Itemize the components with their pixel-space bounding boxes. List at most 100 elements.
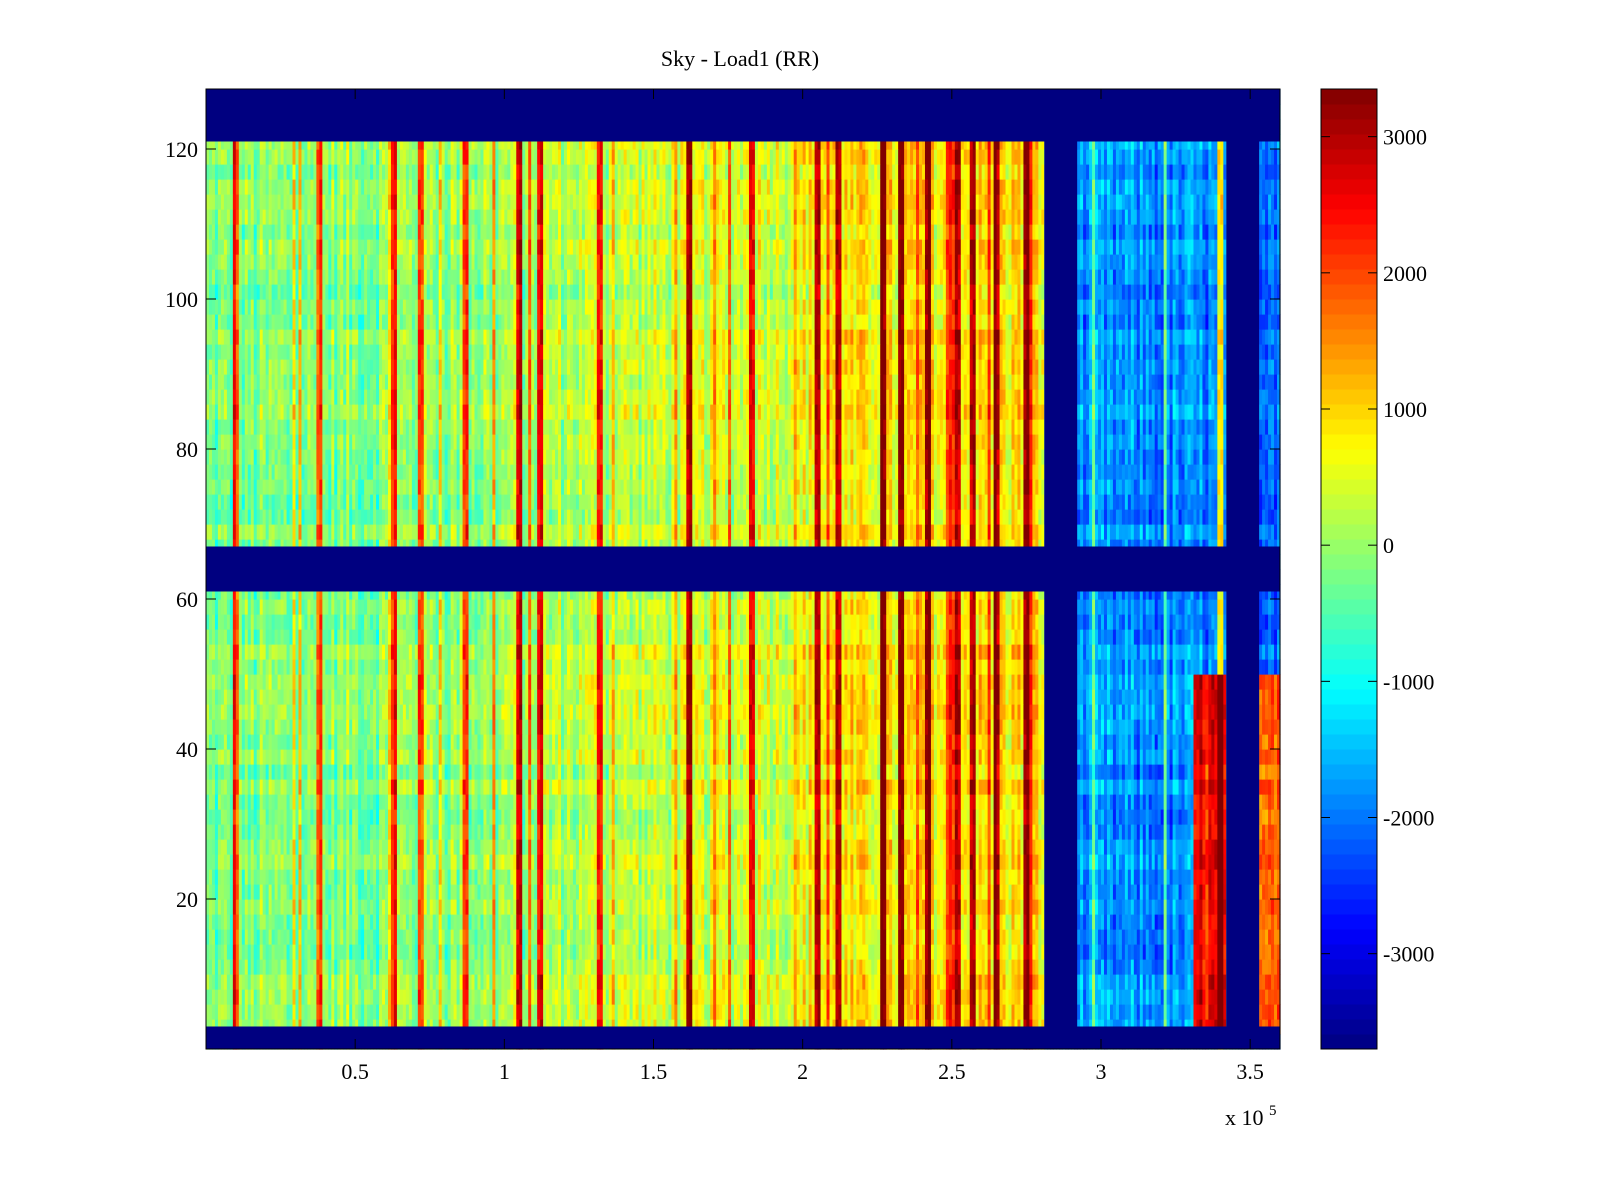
heatmap-cell: [1217, 989, 1221, 1005]
heatmap-cell: [408, 974, 413, 990]
heatmap-cell: [1217, 974, 1221, 990]
heatmap-cell: [1089, 989, 1093, 1005]
heatmap-cell: [584, 1004, 589, 1020]
heatmap-cell: [704, 959, 708, 975]
heatmap-cell: [447, 974, 452, 990]
heatmap-cell: [382, 959, 386, 975]
heatmap-cell: [1139, 959, 1144, 975]
heatmap-cell: [1011, 1004, 1016, 1020]
heatmap-cell: [957, 1004, 962, 1020]
heatmap-cell: [757, 974, 762, 990]
heatmap-cell: [1187, 974, 1192, 990]
heatmap-cell: [832, 989, 837, 1005]
heatmap-cell: [1169, 959, 1174, 975]
heatmap-cell: [916, 1004, 920, 1020]
heatmap-cell: [599, 989, 604, 1005]
heatmap-cell: [271, 1004, 276, 1020]
heatmap-cell: [829, 1004, 834, 1020]
heatmap-cell: [638, 959, 643, 975]
heatmap-cell: [531, 989, 535, 1005]
heatmap-cell: [444, 1004, 449, 1020]
heatmap-cell: [1029, 989, 1033, 1005]
heatmap-cell: [677, 989, 681, 1005]
heatmap-cell: [226, 974, 231, 990]
heatmap-cell: [346, 1004, 350, 1020]
heatmap-cell: [1223, 1004, 1227, 1020]
heatmap-cell: [969, 959, 974, 975]
heatmap-cell: [1259, 989, 1263, 1005]
heatmap-cell: [489, 989, 493, 1005]
heatmap-cell: [540, 1004, 544, 1020]
heatmap-cell: [483, 959, 488, 975]
heatmap-cell: [1133, 974, 1138, 990]
heatmap-cell: [659, 1004, 664, 1020]
heatmap-cell: [444, 974, 449, 990]
heatmap-cell: [704, 1004, 708, 1020]
heatmap-cell: [396, 1004, 401, 1020]
heatmap-cell: [552, 959, 556, 975]
heatmap-cell: [262, 959, 267, 975]
heatmap-cell: [990, 1004, 995, 1020]
heatmap-cell: [220, 959, 225, 975]
heatmap-cell: [301, 974, 306, 990]
heatmap-cell: [510, 974, 514, 990]
heatmap-cell: [549, 974, 553, 990]
heatmap-cell: [775, 974, 780, 990]
heatmap-cell: [1274, 974, 1278, 990]
heatmap-cell: [280, 974, 285, 990]
heatmap-cell: [740, 974, 744, 990]
heatmap-cell: [781, 989, 786, 1005]
heatmap-cell: [817, 989, 822, 1005]
heatmap-cell: [462, 1004, 467, 1020]
heatmap-cell: [396, 959, 401, 975]
heatmap-cell: [987, 989, 992, 1005]
heatmap-cell: [337, 974, 341, 990]
heatmap-cell: [907, 989, 911, 1005]
heatmap-cell: [889, 974, 893, 990]
heatmap-cell: [495, 989, 499, 1005]
heatmap-cell: [1032, 959, 1036, 975]
heatmap-cell: [823, 974, 828, 990]
heatmap-cell: [537, 959, 541, 975]
heatmap-cell: [605, 959, 610, 975]
heatmap-cell: [581, 989, 586, 1005]
heatmap-cell: [519, 974, 523, 990]
heatmap-cell: [555, 974, 559, 990]
heatmap-cell: [710, 959, 714, 975]
heatmap-cell: [1023, 1004, 1028, 1020]
heatmap-cell: [698, 974, 702, 990]
heatmap-cell: [1163, 959, 1168, 975]
heatmap-cell: [760, 1004, 765, 1020]
heatmap-cell: [1086, 974, 1090, 990]
heatmap-cell: [1169, 974, 1174, 990]
heatmap-cell: [298, 974, 303, 990]
heatmap-cell: [1214, 1004, 1218, 1020]
heatmap-cell: [569, 959, 574, 975]
heatmap-cell: [927, 989, 932, 1005]
heatmap-cell: [969, 1004, 974, 1020]
heatmap-cell: [385, 1004, 389, 1020]
heatmap-cell: [838, 1004, 843, 1020]
heatmap-cell: [483, 974, 488, 990]
heatmap-cell: [584, 974, 589, 990]
heatmap-cell: [701, 959, 705, 975]
heatmap-cell: [820, 989, 825, 1005]
heatmap-cell: [370, 1004, 374, 1020]
heatmap-cell: [874, 974, 878, 990]
heatmap-cell: [919, 974, 923, 990]
heatmap-cell: [1035, 1004, 1039, 1020]
heatmap-cell: [361, 959, 365, 975]
heatmap-cell: [1199, 959, 1204, 975]
heatmap-cell: [399, 959, 404, 975]
heatmap-cell: [769, 989, 774, 1005]
heatmap-cell: [495, 974, 499, 990]
heatmap-cell: [295, 959, 300, 975]
heatmap-cell: [942, 989, 947, 1005]
heatmap-cell: [754, 989, 759, 1005]
heatmap-cell: [778, 959, 783, 975]
heatmap-cell: [939, 989, 944, 1005]
heatmap-cell: [1166, 974, 1171, 990]
heatmap-cell: [963, 974, 968, 990]
heatmap-cell: [808, 1004, 813, 1020]
heatmap-cell: [936, 974, 941, 990]
